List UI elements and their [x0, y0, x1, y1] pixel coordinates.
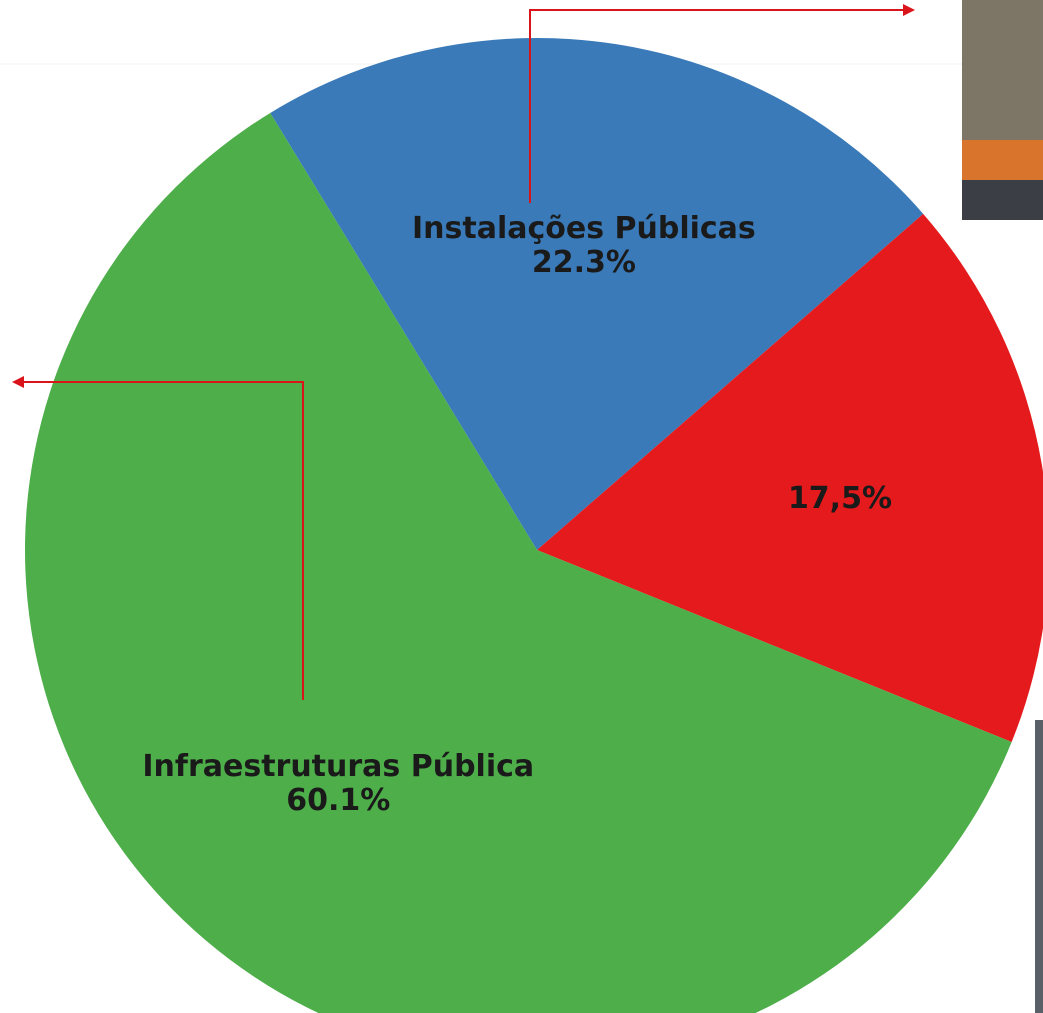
pie-slice — [25, 112, 1012, 1013]
arrow-head — [12, 376, 24, 388]
arrow-line — [529, 9, 905, 203]
photo-caption — [962, 180, 1043, 220]
value-label: 60.1% — [286, 783, 390, 818]
photo — [1035, 720, 1043, 1013]
pie — [25, 37, 1043, 1013]
arrow-head — [903, 4, 915, 16]
pie-slice — [270, 37, 924, 550]
photo-banner — [962, 140, 1043, 180]
slice-label: Infraestruturas Pública — [142, 749, 534, 784]
arrow-line — [22, 381, 304, 700]
value-label: 22.3% — [532, 245, 636, 280]
value-label: 17,5% — [788, 481, 892, 516]
slice-label: Instalações Públicas — [412, 211, 756, 246]
pie-slice — [537, 213, 1043, 742]
